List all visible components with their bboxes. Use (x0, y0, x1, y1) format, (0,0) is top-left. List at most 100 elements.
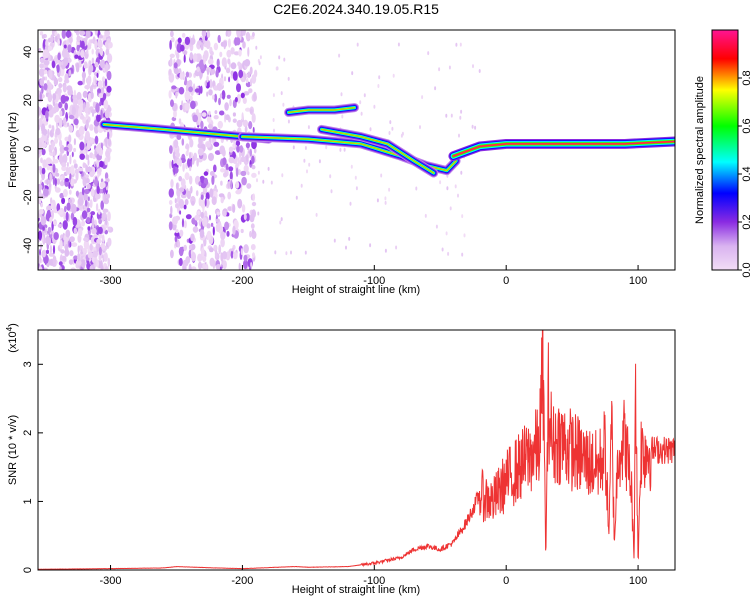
noise-cell (54, 31, 58, 37)
noise-cell (42, 249, 47, 258)
noise-cell (384, 196, 387, 201)
colorbar-tick-label: 0.6 (741, 118, 750, 133)
noise-cell (77, 167, 84, 172)
noise-cell (213, 42, 219, 51)
noise-cell (184, 36, 191, 46)
noise-cell (345, 245, 347, 250)
snr-panel: -300 -200 -100 0 100 0 1 2 3 Height of straight… (5, 323, 676, 596)
noise-cell (107, 137, 111, 147)
noise-cell (59, 180, 65, 187)
noise-cell (244, 126, 248, 133)
noise-cell (88, 64, 94, 73)
x-tick-label: -300 (100, 575, 122, 587)
noise-cell (192, 114, 198, 123)
noise-cell (96, 114, 101, 122)
noise-cell (229, 98, 232, 107)
noise-cell (170, 179, 174, 188)
noise-cell (107, 106, 112, 113)
noise-cell (245, 107, 251, 112)
noise-cell (61, 49, 67, 58)
noise-cell (206, 142, 211, 148)
noise-cell (68, 134, 72, 143)
noise-cell (76, 35, 81, 43)
noise-cell (184, 90, 191, 101)
noise-cell (292, 145, 295, 150)
noise-cell (39, 78, 45, 86)
noise-cell (48, 183, 52, 188)
noise-cell (435, 224, 438, 229)
noise-cell (99, 181, 106, 189)
noise-cell (58, 83, 63, 89)
noise-cell (232, 203, 236, 213)
noise-cell (251, 165, 256, 170)
noise-cell (46, 205, 52, 212)
noise-cell (89, 137, 95, 144)
noise-cell (295, 195, 298, 200)
noise-cell (224, 221, 230, 231)
noise-cell (91, 48, 94, 55)
noise-cell (219, 145, 226, 155)
x-tick-label: 0 (503, 275, 509, 287)
noise-cell (41, 123, 46, 134)
noise-cell (258, 61, 261, 66)
noise-cell (98, 93, 104, 99)
noise-cell (338, 53, 341, 58)
noise-cell (170, 30, 174, 38)
noise-cell (40, 202, 44, 208)
noise-cell (73, 147, 77, 153)
noise-cell (76, 44, 80, 52)
ridge-band (288, 107, 355, 113)
noise-cell (211, 196, 217, 206)
noise-cell (189, 138, 194, 148)
noise-cell (175, 91, 178, 99)
noise-cell (170, 99, 174, 107)
noise-cell (65, 229, 71, 238)
noise-cell (47, 128, 50, 139)
noise-cell (180, 178, 186, 188)
noise-cell (171, 159, 174, 169)
noise-cell (236, 30, 241, 37)
noise-cell (176, 134, 182, 140)
noise-cell (209, 214, 211, 221)
noise-cell (257, 170, 260, 175)
noise-cell (47, 45, 53, 52)
noise-cell (54, 177, 57, 187)
noise-cell (173, 67, 179, 75)
noise-cell (351, 71, 354, 76)
noise-cell (224, 102, 229, 111)
noise-cell (209, 78, 213, 89)
noise-cell (228, 156, 235, 164)
noise-cell (195, 190, 199, 197)
noise-cell (178, 246, 184, 257)
noise-cell (239, 145, 244, 153)
noise-cell (87, 251, 93, 259)
noise-cell (228, 76, 231, 83)
noise-cell (220, 231, 226, 240)
noise-cell (66, 143, 73, 153)
noise-cell (61, 30, 66, 39)
noise-cell (190, 91, 194, 96)
noise-cell (50, 197, 53, 205)
noise-cell (243, 244, 249, 254)
noise-cell (445, 113, 448, 118)
noise-cell (189, 166, 192, 172)
y-tick-label: -20 (22, 189, 34, 205)
noise-cell (222, 210, 227, 217)
noise-cell (100, 200, 104, 210)
noise-cell (86, 217, 91, 224)
noise-cell (348, 236, 351, 241)
noise-cell (81, 187, 85, 196)
snr-series-line (38, 330, 675, 570)
noise-cell (69, 154, 72, 165)
noise-cell (94, 135, 99, 145)
noise-cell (259, 55, 262, 60)
noise-cell (185, 162, 188, 170)
noise-cell (106, 70, 112, 81)
noise-cell (174, 231, 180, 237)
noise-cell (85, 177, 90, 184)
noise-cell (93, 124, 99, 134)
noise-cell (215, 69, 219, 78)
noise-cell (48, 252, 55, 257)
noise-cell (77, 80, 84, 86)
